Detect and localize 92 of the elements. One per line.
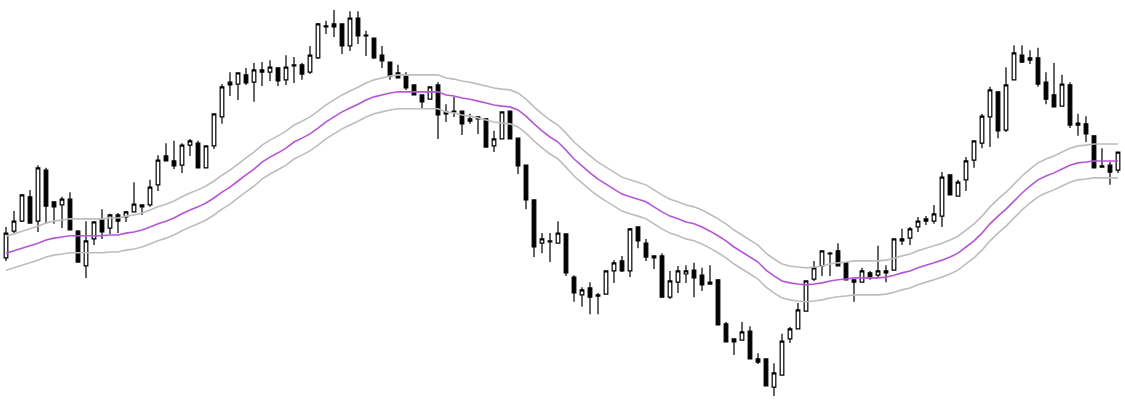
- candlestick: [1051, 62, 1057, 108]
- candlestick: [771, 362, 777, 396]
- candlestick: [1075, 113, 1081, 137]
- candlestick: [587, 281, 593, 315]
- candlestick: [939, 171, 945, 228]
- candlestick: [899, 228, 905, 246]
- candlestick: [739, 321, 745, 341]
- candlestick: [819, 250, 825, 277]
- candlestick: [875, 245, 881, 279]
- candlestick: [1099, 147, 1105, 169]
- candlestick: [683, 264, 689, 284]
- candlestick: [227, 71, 233, 97]
- candlestick: [643, 238, 649, 262]
- candlestick: [307, 45, 313, 75]
- candlestick: [171, 140, 177, 170]
- candlestick: [691, 262, 697, 298]
- candlestick: [595, 292, 601, 315]
- candlestick: [267, 59, 273, 82]
- candlestick: [611, 259, 617, 284]
- candlestick: [299, 62, 305, 81]
- candlestick: [1019, 44, 1025, 64]
- candlestick: [923, 215, 929, 226]
- candlestick: [1059, 74, 1065, 107]
- candlestick: [379, 45, 385, 69]
- candlestick: [579, 286, 585, 308]
- candlestick: [331, 10, 337, 38]
- candlestick: [451, 96, 457, 118]
- candlestick: [43, 167, 49, 225]
- candlestick: [1027, 49, 1033, 65]
- candlestick: [459, 110, 465, 136]
- candlestick: [99, 208, 105, 240]
- candlestick: [283, 54, 289, 86]
- candlestick: [291, 56, 297, 84]
- candlestick: [795, 302, 801, 330]
- candlestick: [635, 226, 641, 249]
- candlestick: [219, 83, 225, 125]
- candlestick: [755, 352, 761, 365]
- candlestick: [699, 267, 705, 292]
- candlestick: [275, 66, 281, 87]
- candlestick: [1003, 66, 1009, 133]
- candlestick: [907, 226, 913, 246]
- candlestick: [419, 94, 425, 109]
- candlestick: [467, 113, 473, 125]
- candlestick: [931, 204, 937, 225]
- candlestick: [323, 20, 329, 35]
- candlestick: [827, 251, 833, 277]
- candlestick: [163, 142, 169, 162]
- candlestick: [1011, 44, 1017, 81]
- candlestick: [971, 140, 977, 169]
- candlestick: [243, 67, 249, 86]
- candlestick: [347, 10, 353, 52]
- candlestick: [987, 86, 993, 148]
- candlestick: [707, 264, 713, 285]
- candlestick: [963, 156, 969, 192]
- candlestick: [1107, 161, 1113, 186]
- candlestick: [187, 138, 193, 157]
- candlestick: [59, 196, 65, 229]
- candlestick: [259, 61, 265, 87]
- candlestick: [339, 23, 345, 55]
- candlestick: [83, 220, 89, 279]
- candlestick: [1035, 47, 1041, 88]
- candlestick: [787, 326, 793, 344]
- candlestick: [363, 30, 369, 57]
- candlestick: [547, 232, 553, 263]
- candlestick: [251, 62, 257, 103]
- candlestick: [1083, 115, 1089, 143]
- candlestick: [355, 10, 361, 45]
- candlestick: [651, 255, 657, 270]
- candlestick: [667, 270, 673, 300]
- candlestick: [555, 220, 561, 244]
- candlestick: [571, 274, 577, 303]
- candlestick: [883, 264, 889, 283]
- candlestick: [131, 181, 137, 213]
- candlestick: [443, 103, 449, 123]
- candlestick: [147, 179, 153, 208]
- candlestick: [851, 279, 857, 303]
- candlestick: [179, 142, 185, 174]
- candlestick: [1043, 71, 1049, 105]
- candlestick: [539, 232, 545, 254]
- candlestick: [435, 81, 441, 140]
- candlestick: [915, 216, 921, 233]
- candlestick: [811, 260, 817, 282]
- candlestick: [491, 130, 497, 153]
- candlestick: [139, 203, 145, 216]
- candlestick: [155, 154, 161, 192]
- candlestick: [675, 265, 681, 294]
- candlestick: [51, 201, 57, 225]
- candlestick: [619, 255, 625, 273]
- candlestick: [27, 189, 33, 224]
- candlestick: [731, 338, 737, 356]
- candlestick: [235, 71, 241, 101]
- candlestick: [11, 210, 17, 234]
